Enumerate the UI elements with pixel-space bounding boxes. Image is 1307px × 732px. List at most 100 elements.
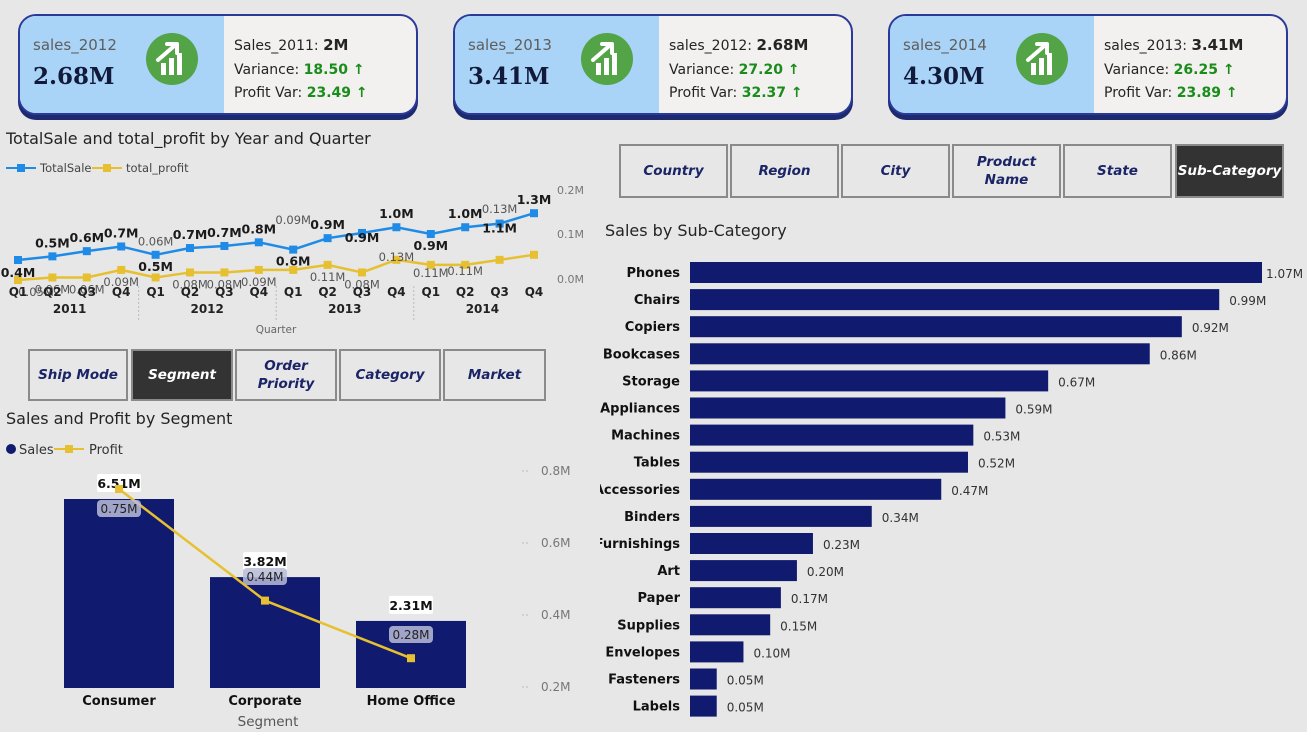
profit-point — [82, 273, 91, 282]
slicer-sub-category[interactable]: Sub-Category — [1175, 144, 1284, 198]
sales-label-box — [97, 474, 141, 492]
profit-data-label: 0.08M — [172, 277, 208, 291]
subcategory-bar — [690, 316, 1182, 338]
kpi-value: 3.41M — [468, 63, 550, 90]
subcategory-label: Furnishings — [600, 537, 680, 552]
subcategory-value-label: 0.86M — [1160, 348, 1197, 362]
x-tick-year: 2011 — [53, 302, 86, 316]
profit-point — [426, 260, 435, 269]
totalsale-data-label: 0.7M — [207, 225, 242, 240]
slicer-category[interactable]: Category — [339, 349, 441, 401]
subcategory-value-label: 0.34M — [882, 511, 919, 525]
x-tick-segment: Consumer — [82, 694, 156, 709]
kpi-label: sales_2013 — [468, 36, 552, 54]
slicer-label: Order Priority — [257, 358, 315, 392]
subcategory-bar — [690, 533, 813, 554]
growth-chart-icon — [1016, 33, 1068, 85]
slicer-label: Region — [758, 163, 811, 179]
kpi-variance-row: Variance: 26.25 ↑ — [1104, 62, 1235, 78]
profit-data-label: 0.11M — [447, 264, 483, 278]
x-tick-quarter: Q2 — [181, 285, 200, 299]
profit-point — [407, 654, 415, 663]
sales-label-box — [389, 595, 433, 614]
slicer-ship-mode[interactable]: Ship Mode — [28, 349, 128, 401]
totalsale-data-label: 0.5M — [35, 235, 70, 250]
slicer-segment[interactable]: Segment — [131, 349, 233, 401]
x-tick-quarter: Q3 — [78, 285, 97, 299]
x-tick-quarter: Q3 — [490, 285, 509, 299]
profit-data-label: 0.11M — [413, 266, 449, 280]
kpi-profit-value: 23.49 ↑ — [306, 85, 368, 101]
totalsale-point — [495, 219, 504, 228]
segment-chart: Sales Profit 0.8M 0.6M 0.4M 0.2M 6.51M Consumer… — [6, 443, 570, 730]
kpi-value: 2.68M — [33, 63, 115, 90]
profit-data-label: 0.08M — [344, 277, 380, 291]
profit-point — [254, 265, 263, 274]
totalsale-point — [358, 228, 366, 237]
growth-chart-icon — [146, 33, 198, 85]
subcategory-chart-title: Sales by Sub-Category — [605, 221, 787, 240]
kpi-prev-row: sales_2012: 2.68M — [669, 36, 808, 54]
x-tick-quarter: Q1 — [422, 285, 441, 299]
kpi-details: sales_2012: 2.68M Variance: 27.20 ↑ Prof… — [669, 16, 849, 113]
kpi-prev-label: sales_2013: — [1104, 38, 1188, 54]
subcategory-bar — [690, 560, 797, 582]
subcategory-value-label: 0.20M — [807, 565, 844, 579]
kpi-prev-label: sales_2012: — [669, 38, 753, 54]
totalsale-point — [254, 238, 263, 247]
profit-data-label: 0.06M — [138, 234, 174, 248]
axis-tick-right: 0.2M — [541, 680, 570, 694]
slicer-label: Country — [643, 163, 704, 179]
x-tick-quarter: Q3 — [353, 285, 372, 299]
totalsale-point — [289, 245, 298, 254]
x-tick-quarter: Q2 — [318, 285, 337, 299]
profit-data-label: 0.13M — [482, 202, 518, 216]
profit-point — [358, 268, 366, 277]
profit-label-box — [97, 500, 141, 517]
kpi-card-2013: sales_2013 3.41M sales_2012: 2.68M Varia… — [453, 14, 853, 115]
segment-sales-bar — [64, 499, 174, 688]
kpi-value: 4.30M — [903, 63, 985, 90]
subcategory-value-label: 0.10M — [753, 646, 790, 660]
x-tick-segment: Home Office — [367, 694, 456, 709]
slicer-state[interactable]: State — [1063, 144, 1172, 198]
profit-data-label: 0.09M — [241, 275, 277, 289]
legend-profit-marker — [65, 445, 73, 453]
slicer-region[interactable]: Region — [730, 144, 839, 198]
slicer-label: Ship Mode — [38, 367, 118, 383]
legend-sales-marker — [6, 444, 16, 454]
totalsale-data-label: 0.7M — [173, 227, 208, 242]
x-tick-year: 2014 — [466, 302, 499, 316]
totalsale-point — [220, 241, 229, 250]
totalsale-point — [186, 244, 194, 253]
totalsale-data-label: 0.5M — [138, 259, 173, 274]
legend-sales-label: Sales — [19, 443, 54, 458]
x-axis-title: Segment — [238, 714, 299, 730]
x-tick-quarter: Q2 — [456, 285, 475, 299]
totalsale-data-label: 0.9M — [414, 238, 449, 253]
totalsale-data-label: 1.3M — [517, 192, 552, 207]
subcategory-label: Phones — [626, 266, 680, 281]
totalsale-data-label: 1.0M — [448, 206, 483, 221]
profit-data-label: 0.09M — [275, 213, 311, 227]
totalsale-data-label: 1.1M — [482, 221, 517, 236]
subcategory-bar — [690, 370, 1049, 392]
kpi-main-panel: sales_2013 3.41M — [455, 16, 659, 113]
subcategory-bar — [690, 478, 942, 500]
slicer-country[interactable]: Country — [619, 144, 728, 198]
subcategory-value-label: 0.53M — [983, 430, 1020, 444]
slicer-product-name[interactable]: Product Name — [952, 144, 1061, 198]
subcategory-label: Binders — [624, 510, 680, 525]
subcategory-bar — [690, 451, 968, 473]
subcategory-bar — [690, 424, 974, 446]
slicer-market[interactable]: Market — [443, 349, 546, 401]
subcategory-bar — [690, 505, 872, 527]
slicer-order-priority[interactable]: Order Priority — [235, 349, 337, 401]
x-tick-quarter: Q1 — [146, 285, 165, 299]
x-tick-quarter: Q4 — [387, 285, 406, 299]
slicer-city[interactable]: City — [841, 144, 950, 198]
slicer-label: Category — [355, 367, 425, 383]
profit-point — [14, 276, 22, 284]
totalsale-line — [17, 212, 535, 262]
subcategory-label: Tables — [634, 456, 681, 471]
